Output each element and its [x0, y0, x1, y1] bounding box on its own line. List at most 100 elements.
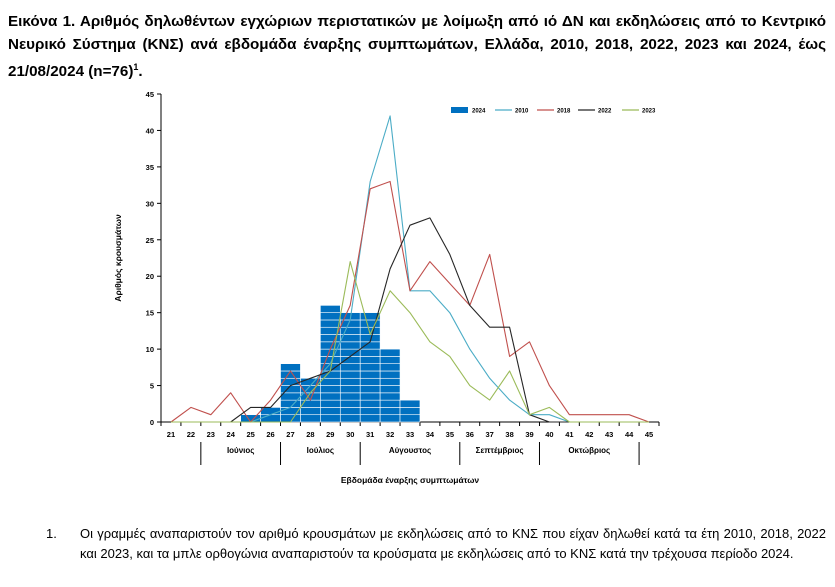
bar-2024-week-33 [399, 399, 421, 408]
bar-2024-week-29 [320, 312, 341, 321]
x-tick-label: 33 [406, 430, 414, 439]
bar-2024-week-29 [320, 385, 341, 394]
month-label: Ιούνιος [227, 446, 254, 455]
bar-2024-week-30 [339, 377, 361, 386]
series-line-2010 [171, 115, 649, 423]
month-label: Οκτώβριος [568, 446, 610, 455]
bar-2024-week-31 [359, 407, 381, 416]
x-tick-label: 37 [486, 430, 494, 439]
x-tick-label: 21 [167, 430, 175, 439]
bar-2024-week-30 [339, 363, 361, 372]
bar-2024-week-32 [379, 377, 401, 386]
x-tick-label: 35 [446, 430, 454, 439]
bar-2024-week-30 [339, 392, 361, 401]
bar-2024-week-31 [359, 377, 381, 386]
legend-label-2023: 2023 [642, 109, 656, 115]
bar-2024-week-31 [359, 341, 381, 350]
x-tick-label: 26 [266, 430, 274, 439]
legend-label-2010: 2010 [515, 109, 529, 115]
legend-swatch-2024 [451, 107, 468, 113]
x-tick-label: 32 [386, 430, 394, 439]
bar-2024-week-29 [320, 399, 341, 408]
legend-label-2018: 2018 [557, 109, 571, 115]
bar-2024-week-32 [379, 392, 401, 401]
bar-2024-week-31 [359, 312, 381, 321]
y-tick-label: 5 [150, 382, 154, 391]
y-axis-title: Αριθμός κρουσμάτων [113, 214, 123, 302]
month-label: Ιούλιος [307, 446, 334, 455]
month-label: Αύγουστος [389, 446, 431, 455]
bar-2024-week-30 [339, 341, 361, 350]
x-axis-title: Εβδομάδα έναρξης συμπτωμάτων [341, 475, 480, 485]
bar-2024-week-27 [280, 385, 301, 394]
x-tick-label: 40 [545, 430, 553, 439]
y-tick-label: 35 [146, 163, 154, 172]
x-tick-label: 29 [326, 430, 334, 439]
bar-2024-week-29 [320, 392, 341, 401]
bar-2024-week-32 [379, 356, 401, 364]
y-tick-label: 0 [150, 418, 154, 427]
bar-2024-week-26 [260, 414, 281, 423]
x-tick-label: 28 [306, 430, 314, 439]
x-tick-label: 38 [505, 430, 513, 439]
x-tick-label: 30 [346, 430, 354, 439]
x-tick-label: 23 [207, 430, 215, 439]
x-tick-label: 27 [286, 430, 294, 439]
x-tick-label: 44 [625, 430, 634, 439]
bar-2024-week-33 [399, 407, 421, 416]
y-tick-label: 40 [146, 126, 154, 135]
legend-label-2022: 2022 [598, 109, 612, 115]
x-tick-label: 31 [366, 430, 374, 439]
figure-title-text: Εικόνα 1. Αριθμός δηλωθέντων εγχώριων πε… [8, 13, 826, 81]
bar-2024-week-30 [339, 356, 361, 364]
x-tick-label: 41 [565, 430, 573, 439]
bar-2024-week-31 [359, 348, 381, 357]
legend-label-2024: 2024 [472, 109, 486, 115]
bar-2024-week-30 [339, 414, 361, 423]
bar-2024-week-31 [359, 399, 381, 408]
bar-2024-week-32 [379, 407, 401, 416]
bar-2024-week-32 [379, 399, 401, 408]
chart: 0 5 10 15 20 25 30 35 40 45 Αριθμός κρουσμάτων 21 22… [113, 90, 660, 485]
y-tick-label: 15 [146, 309, 154, 318]
x-tick-label: 43 [605, 430, 613, 439]
x-tick-label: 39 [525, 430, 533, 439]
bar-2024-week-27 [280, 363, 301, 372]
x-tick-label: 22 [187, 430, 195, 439]
series-line-2023 [171, 261, 649, 423]
y-tick-label: 45 [146, 90, 154, 99]
bar-2024-week-31 [359, 363, 381, 372]
x-tick-label: 24 [227, 430, 236, 439]
x-tick-label: 45 [645, 430, 653, 439]
x-tick-label: 36 [466, 430, 474, 439]
bar-2024-week-28 [300, 407, 321, 416]
x-tick-label: 42 [585, 430, 593, 439]
bar-2024-week-30 [339, 370, 361, 379]
figure-title-footnote-mark: 1 [133, 62, 139, 72]
y-tick-label: 20 [146, 272, 154, 281]
bar-2024-week-33 [399, 414, 421, 423]
bar-2024-week-32 [379, 348, 401, 357]
bar-2024-week-31 [359, 414, 381, 423]
month-label: Σεπτέμβριος [476, 446, 524, 455]
footnote-number: 1. [46, 526, 57, 541]
bar-2024-week-32 [379, 363, 401, 372]
series-line-2022 [171, 217, 649, 423]
bar-2024-week-30 [339, 326, 361, 335]
bar-2024-week-30 [339, 407, 361, 416]
bar-2024-week-31 [359, 385, 381, 394]
series-line-2018 [170, 180, 650, 423]
bar-2024-week-27 [280, 399, 301, 408]
x-tick-label: 25 [246, 430, 254, 439]
bar-2024-week-30 [339, 385, 361, 394]
bar-2024-week-27 [280, 370, 301, 379]
bar-2024-week-31 [359, 319, 381, 328]
bar-2024-week-31 [359, 392, 381, 401]
y-tick-label: 10 [146, 345, 154, 354]
bar-2024-week-31 [359, 356, 381, 364]
bar-2024-week-29 [320, 319, 341, 328]
bar-2024-week-30 [339, 399, 361, 408]
footnote-text: Οι γραμμές αναπαριστούν τον αριθμό κρουσ… [80, 526, 826, 561]
bar-2024-week-25 [240, 414, 261, 423]
y-tick-label: 25 [146, 236, 154, 245]
